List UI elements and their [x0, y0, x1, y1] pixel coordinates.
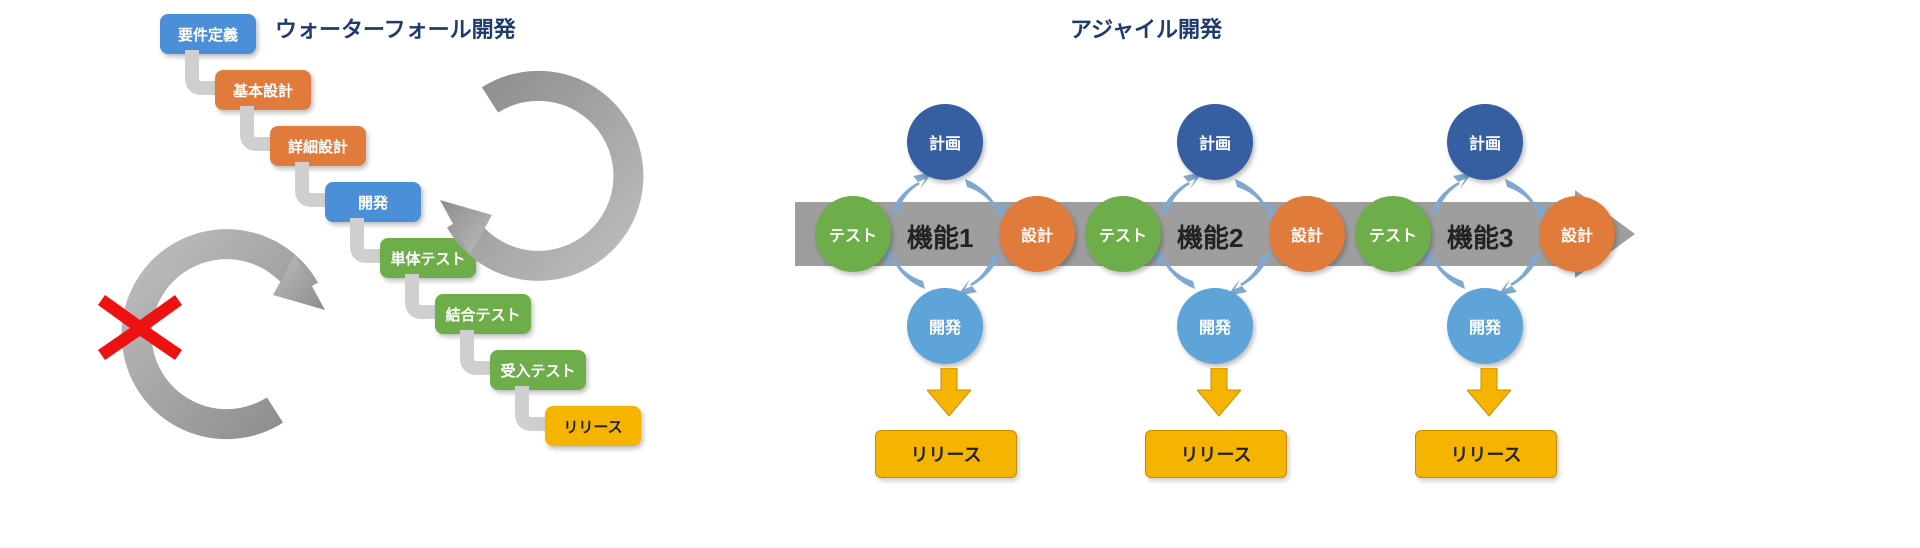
feature-label: 機能2 [1177, 218, 1243, 255]
feature-label: 機能3 [1447, 218, 1513, 255]
release-box: リリース [875, 430, 1017, 478]
cycle-node-plan: 計画 [1177, 104, 1253, 180]
release-box: リリース [1415, 430, 1557, 478]
cycle-node-dev: 開発 [1177, 288, 1253, 364]
agile-diagram: 機能1計画設計開発テスト リリース 機能2計画設計開発テスト リリース 機能3計… [0, 0, 1920, 548]
cycle-node-design: 設計 [999, 196, 1075, 272]
cycle-node-dev: 開発 [907, 288, 983, 364]
cycle-node-design: 設計 [1269, 196, 1345, 272]
cycle-node-plan: 計画 [1447, 104, 1523, 180]
cycle-node-test: テスト [815, 196, 891, 272]
cycle-node-test: テスト [1085, 196, 1161, 272]
cycle-node-dev: 開発 [1447, 288, 1523, 364]
feature-label: 機能1 [907, 218, 973, 255]
cycle-node-test: テスト [1355, 196, 1431, 272]
cycle-node-plan: 計画 [907, 104, 983, 180]
cycle-node-design: 設計 [1539, 196, 1615, 272]
release-box: リリース [1145, 430, 1287, 478]
